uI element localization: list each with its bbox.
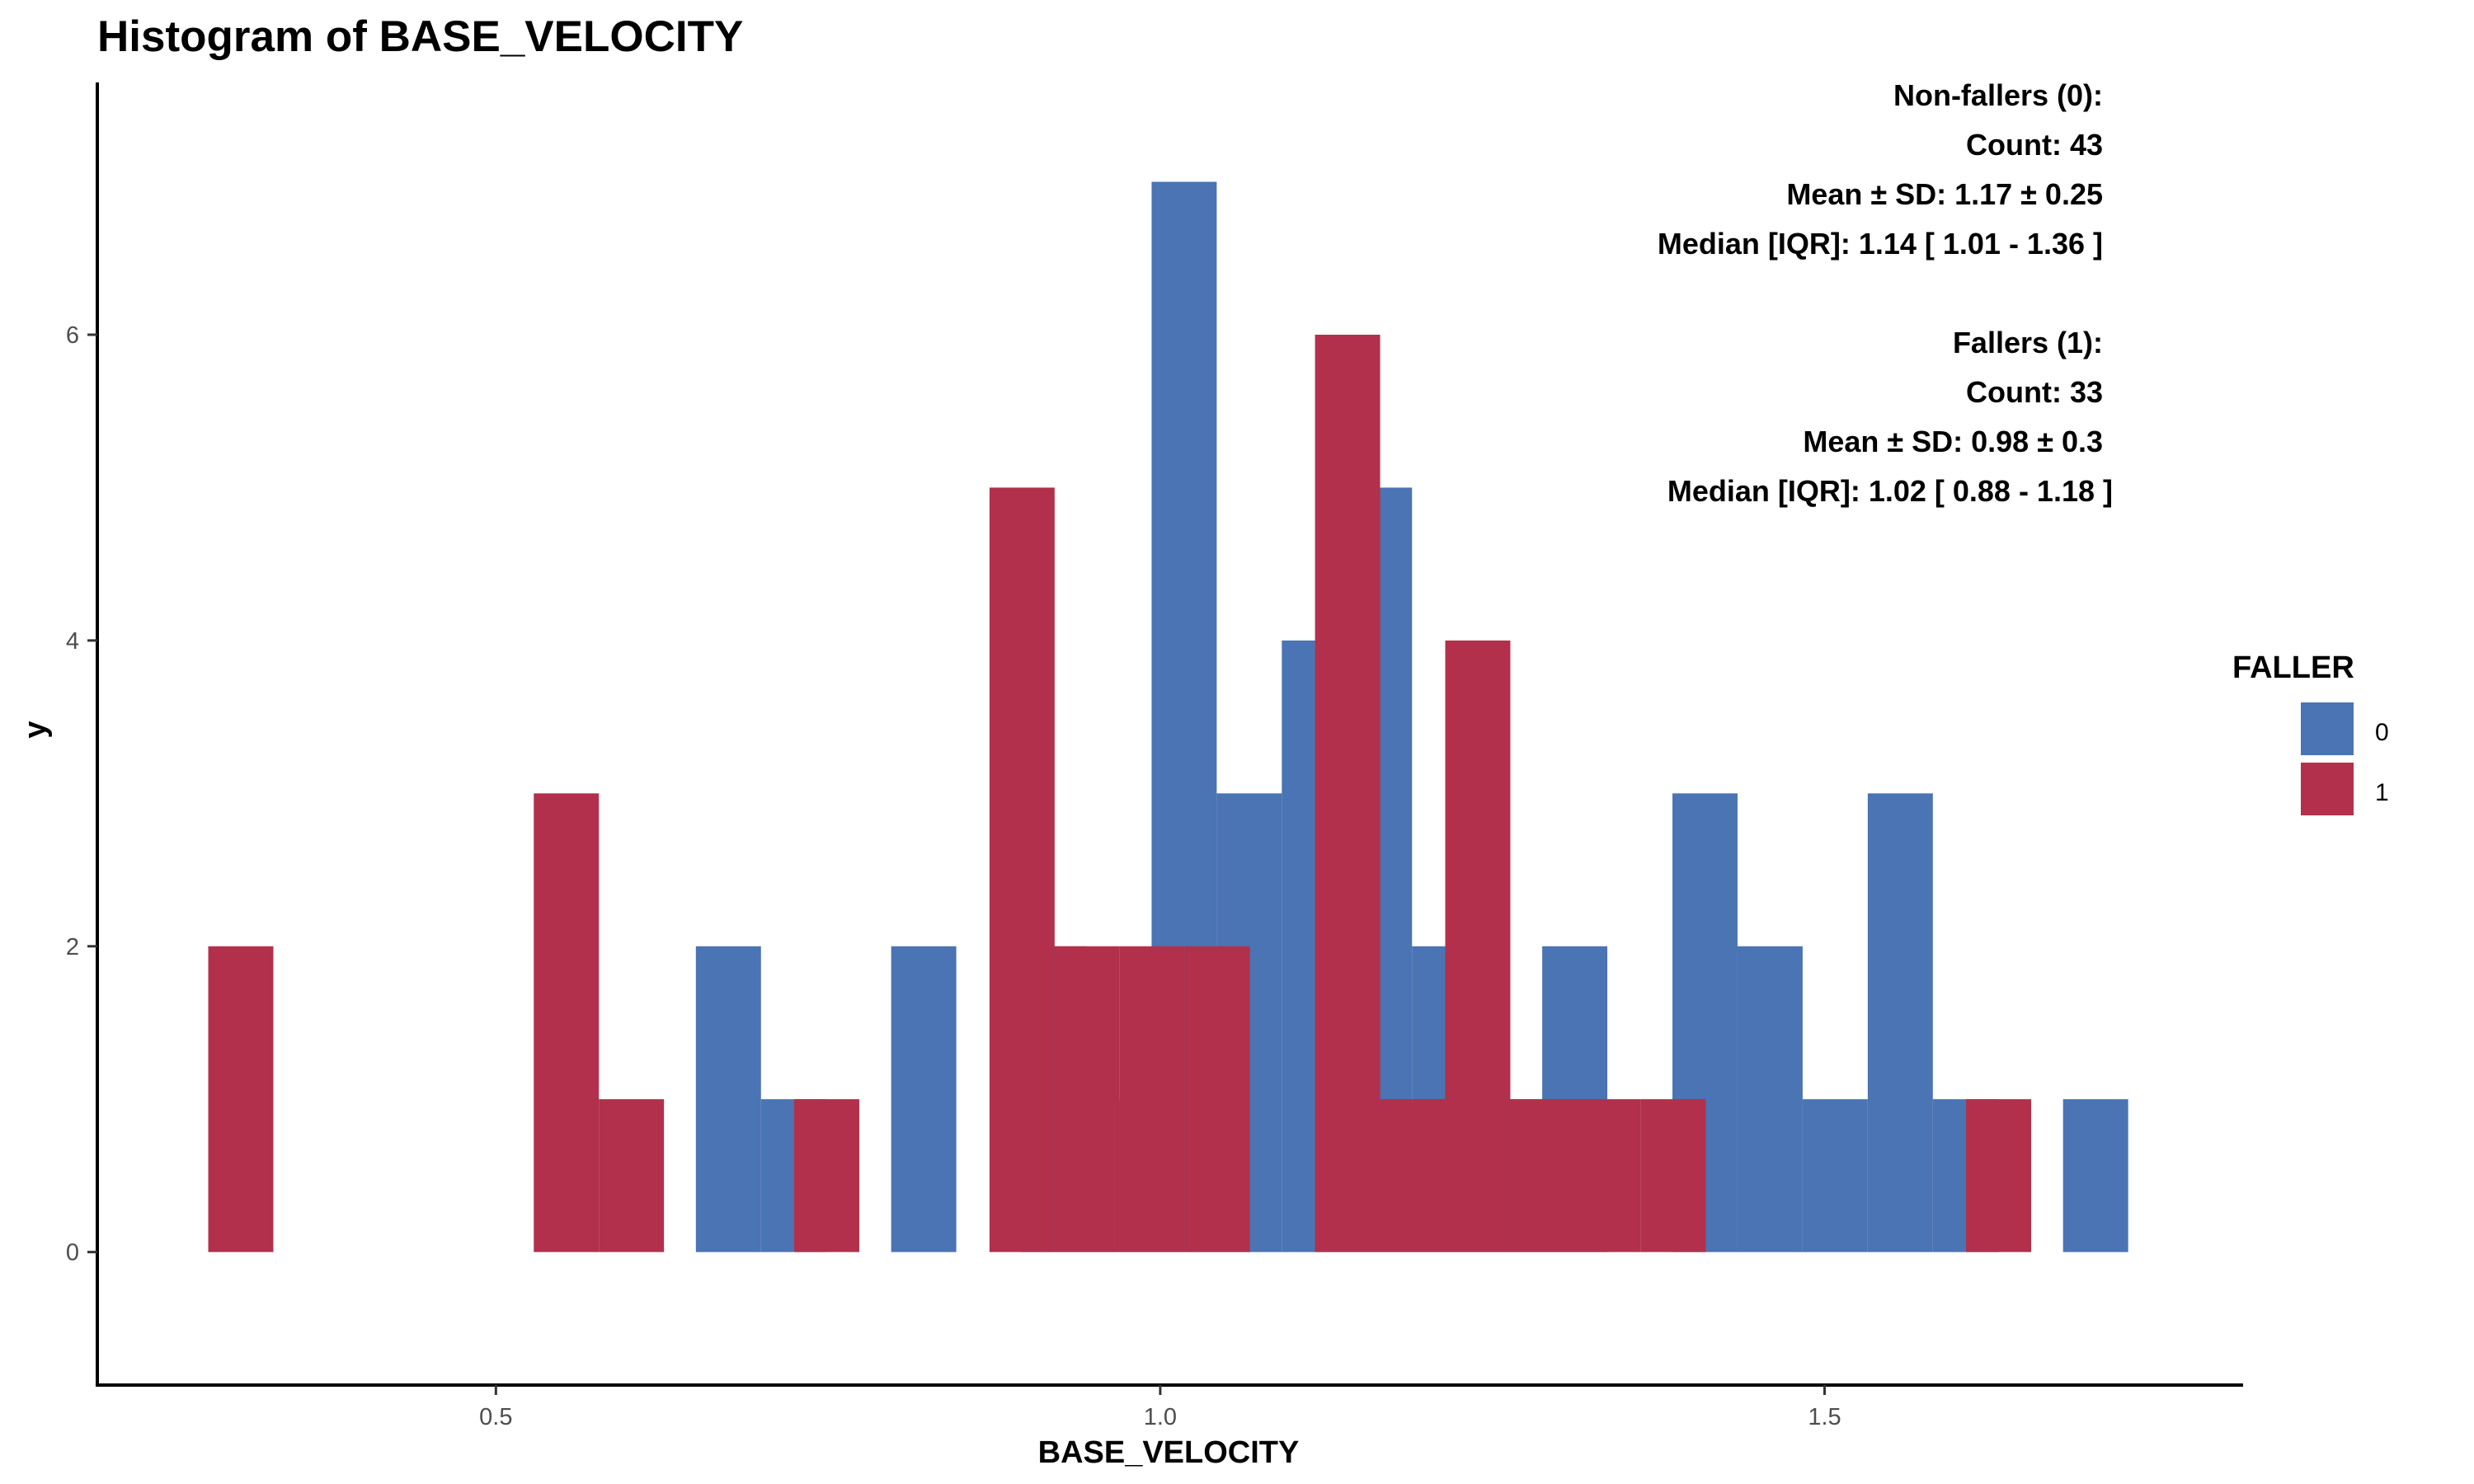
annotation-fallers-median: Median [IQR]: 1.02 [ 0.88 - 1.18 ] bbox=[1667, 474, 2113, 508]
histogram-bar-faller-1 bbox=[1510, 1099, 1576, 1252]
histogram-bar-faller-1 bbox=[989, 487, 1055, 1252]
summary-annotation: Non-fallers (0): Count: 43 Mean ± SD: 1.… bbox=[1658, 78, 2113, 508]
histogram-bar-faller-1 bbox=[1119, 946, 1185, 1252]
histogram-bar-faller-1 bbox=[1184, 946, 1250, 1252]
histogram-bar-faller-1 bbox=[1966, 1099, 2032, 1252]
bars-group bbox=[208, 181, 2128, 1252]
histogram-bar-faller-0 bbox=[1802, 1099, 1868, 1252]
y-tick-label: 0 bbox=[66, 1240, 79, 1266]
x-tick-label: 1.0 bbox=[1144, 1404, 1177, 1430]
histogram-bar-faller-1 bbox=[1640, 1099, 1706, 1252]
legend-swatch-0 bbox=[2301, 702, 2354, 755]
legend-label-0: 0 bbox=[2375, 719, 2389, 746]
histogram-bar-faller-1 bbox=[1315, 334, 1380, 1252]
annotation-fallers-header: Fallers (1): bbox=[1953, 326, 2103, 359]
histogram-bar-faller-1 bbox=[599, 1099, 665, 1252]
y-tick-label: 4 bbox=[66, 628, 79, 655]
y-tick-label: 6 bbox=[66, 322, 79, 349]
annotation-nonfallers-header: Non-fallers (0): bbox=[1893, 78, 2103, 112]
histogram-bar-faller-1 bbox=[534, 793, 600, 1252]
histogram-bar-faller-1 bbox=[794, 1099, 859, 1252]
annotation-nonfallers-median: Median [IQR]: 1.14 [ 1.01 - 1.36 ] bbox=[1658, 227, 2103, 261]
annotation-nonfallers-count: Count: 43 bbox=[1966, 128, 2103, 162]
histogram-bar-faller-1 bbox=[1380, 1099, 1446, 1252]
y-tick-label: 2 bbox=[66, 934, 79, 960]
x-tick-label: 0.5 bbox=[479, 1404, 512, 1430]
histogram-bar-faller-0 bbox=[695, 946, 761, 1252]
y-axis-ticks: 0 2 4 6 bbox=[66, 322, 97, 1266]
x-axis-label: BASE_VELOCITY bbox=[1038, 1435, 1300, 1470]
annotation-nonfallers-mean: Mean ± SD: 1.17 ± 0.25 bbox=[1786, 177, 2103, 211]
legend-swatch-1 bbox=[2301, 763, 2354, 815]
chart-title: Histogram of BASE_VELOCITY bbox=[97, 12, 743, 61]
x-axis-ticks: 0.5 1.0 1.5 bbox=[479, 1385, 1841, 1430]
histogram-bar-faller-1 bbox=[1445, 640, 1511, 1252]
histogram-bar-faller-0 bbox=[1737, 946, 1803, 1252]
x-tick-label: 1.5 bbox=[1808, 1404, 1841, 1430]
annotation-fallers-mean: Mean ± SD: 0.98 ± 0.3 bbox=[1803, 425, 2103, 458]
y-axis-label: y bbox=[18, 721, 53, 738]
legend: FALLER 0 1 bbox=[2232, 650, 2389, 815]
histogram-bar-faller-1 bbox=[1054, 946, 1120, 1252]
histogram-bar-faller-1 bbox=[1575, 1099, 1641, 1252]
legend-label-1: 1 bbox=[2375, 779, 2389, 806]
histogram-bar-faller-1 bbox=[208, 946, 274, 1252]
legend-title: FALLER bbox=[2232, 650, 2354, 685]
histogram-bar-faller-0 bbox=[1867, 793, 1933, 1252]
histogram-bar-faller-0 bbox=[2062, 1099, 2128, 1252]
annotation-fallers-count: Count: 33 bbox=[1966, 375, 2103, 409]
histogram-bar-faller-0 bbox=[891, 946, 957, 1252]
